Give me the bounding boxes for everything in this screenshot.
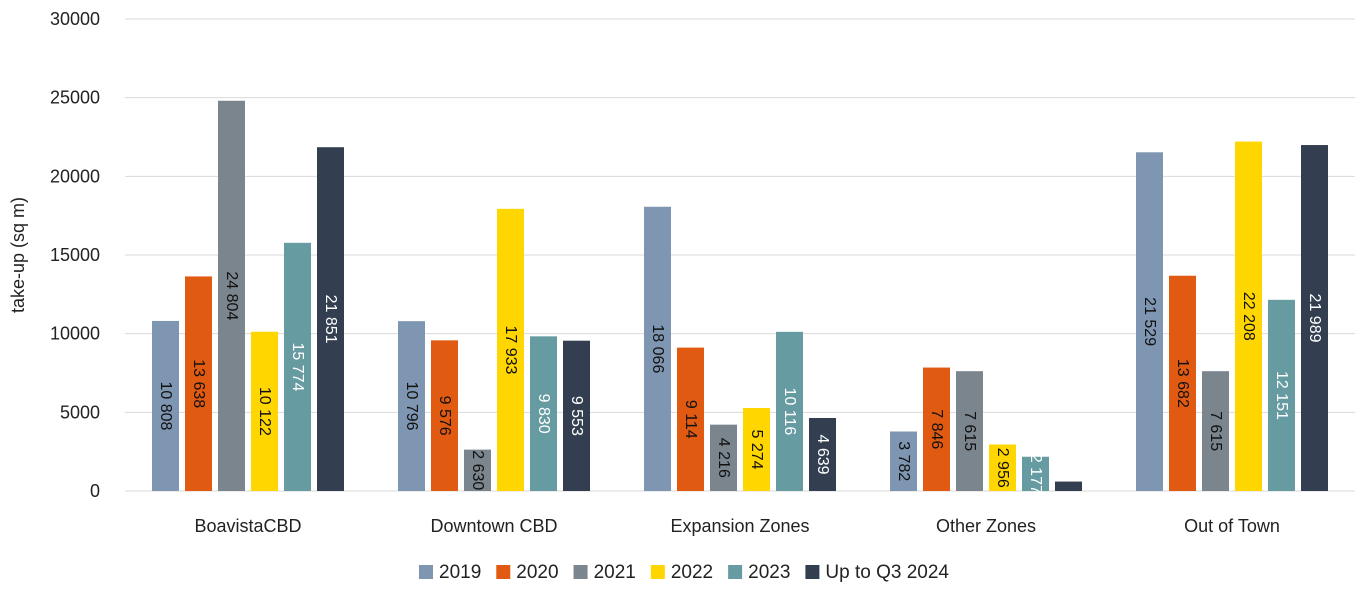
data-label: 9 576 (436, 396, 453, 436)
data-label: 10 122 (256, 387, 273, 436)
data-label: 22 208 (1240, 292, 1257, 341)
data-label: 7 615 (1207, 411, 1224, 451)
bar (677, 347, 704, 491)
data-label: 21 989 (1306, 294, 1323, 343)
data-label: 2 956 (994, 448, 1011, 488)
bar (776, 331, 803, 491)
data-label: 15 774 (289, 342, 306, 391)
data-label: 10 808 (157, 382, 174, 431)
x-category-label: Expansion Zones (670, 516, 809, 536)
data-label: 4 216 (715, 438, 732, 478)
bar (284, 242, 311, 491)
bar (563, 340, 590, 491)
data-label: 4 639 (814, 434, 831, 474)
y-tick-label: 10000 (50, 324, 100, 344)
x-category-label: Other Zones (936, 516, 1036, 536)
x-axis-categories: BoavistaCBD Downtown CBD Expansion Zones Ot… (194, 516, 1279, 536)
bar (809, 418, 836, 491)
y-tick-label: 0 (90, 481, 100, 501)
legend-item: 2022 (650, 562, 713, 583)
bar (1202, 371, 1229, 491)
data-label: 9 114 (682, 400, 699, 439)
legend-item: 2020 (496, 562, 559, 583)
y-axis-ticks: 0 5000 10000 15000 20000 25000 30000 (50, 9, 100, 501)
data-label: 10 796 (403, 382, 420, 431)
legend-label: 2020 (516, 562, 558, 583)
legend-swatch (650, 565, 665, 579)
y-axis-title: take-up (sq m) (8, 197, 28, 313)
data-label: 18 066 (649, 324, 666, 373)
bar (251, 331, 278, 491)
legend-swatch (573, 565, 588, 579)
legend-item: 2021 (573, 562, 636, 583)
bar (530, 336, 557, 491)
legend-item: 2023 (728, 562, 790, 583)
data-label: 17 933 (502, 325, 519, 374)
data-label: 13 638 (190, 359, 207, 408)
data-label: 13 682 (1174, 359, 1191, 408)
bar (464, 449, 491, 491)
y-tick-label: 15000 (50, 245, 100, 265)
data-label: 7 846 (928, 409, 945, 449)
legend-swatch (419, 565, 433, 579)
legend-label: 2019 (439, 562, 481, 583)
x-category-label: Downtown CBD (430, 516, 557, 536)
legend-swatch (496, 565, 511, 579)
bar (1235, 141, 1262, 492)
data-label: 21 529 (1141, 297, 1158, 346)
legend-swatch (805, 565, 820, 579)
data-label: 10 116 (781, 388, 798, 436)
bar (1055, 481, 1082, 491)
bar (743, 408, 770, 491)
bar (218, 100, 245, 491)
data-label: 9 553 (568, 396, 585, 436)
x-category-label: BoavistaCBD (194, 516, 301, 536)
bar (398, 321, 425, 491)
legend-label: 2022 (671, 562, 713, 583)
data-label: 24 804 (223, 271, 240, 320)
legend-label: 2021 (594, 562, 636, 583)
bar (956, 371, 983, 491)
y-tick-label: 20000 (50, 166, 100, 186)
bar (890, 431, 917, 491)
bar (431, 340, 458, 491)
bar (1169, 275, 1196, 491)
data-label: 3 782 (895, 441, 912, 481)
data-label: 5 274 (748, 429, 765, 469)
bar (1301, 145, 1328, 491)
data-label: 12 151 (1273, 371, 1290, 420)
legend-item: 2019 (419, 562, 481, 583)
legend-label: 2023 (748, 562, 790, 583)
bar (710, 424, 737, 491)
y-tick-label: 30000 (50, 9, 100, 29)
bar (644, 206, 671, 491)
y-tick-label: 25000 (50, 88, 100, 108)
legend: 2019 2020 2021 2022 2023 Up to Q3 2024 (419, 562, 949, 583)
bar (1268, 299, 1295, 491)
bar (923, 367, 950, 491)
legend-label: Up to Q3 2024 (825, 562, 949, 583)
legend-swatch (728, 565, 743, 579)
y-tick-label: 5000 (60, 402, 100, 422)
x-category-label: Out of Town (1184, 516, 1280, 536)
bar (497, 208, 524, 491)
bar (317, 147, 344, 491)
bar (989, 444, 1016, 491)
data-label: 9 830 (535, 394, 552, 434)
bar (152, 320, 179, 491)
bar (1022, 456, 1049, 491)
data-label: 7 615 (961, 411, 978, 451)
data-label: 21 851 (322, 295, 339, 344)
data-labels: 10 808 13 638 24 804 10 122 15 774 21 851 10 7… (157, 271, 1323, 494)
data-label: 2 177 (1027, 454, 1044, 494)
data-label: 2 630 (469, 450, 486, 490)
bars (152, 100, 1328, 492)
bar (1136, 152, 1163, 491)
legend-item: Up to Q3 2024 (805, 562, 949, 583)
bar (185, 276, 212, 491)
